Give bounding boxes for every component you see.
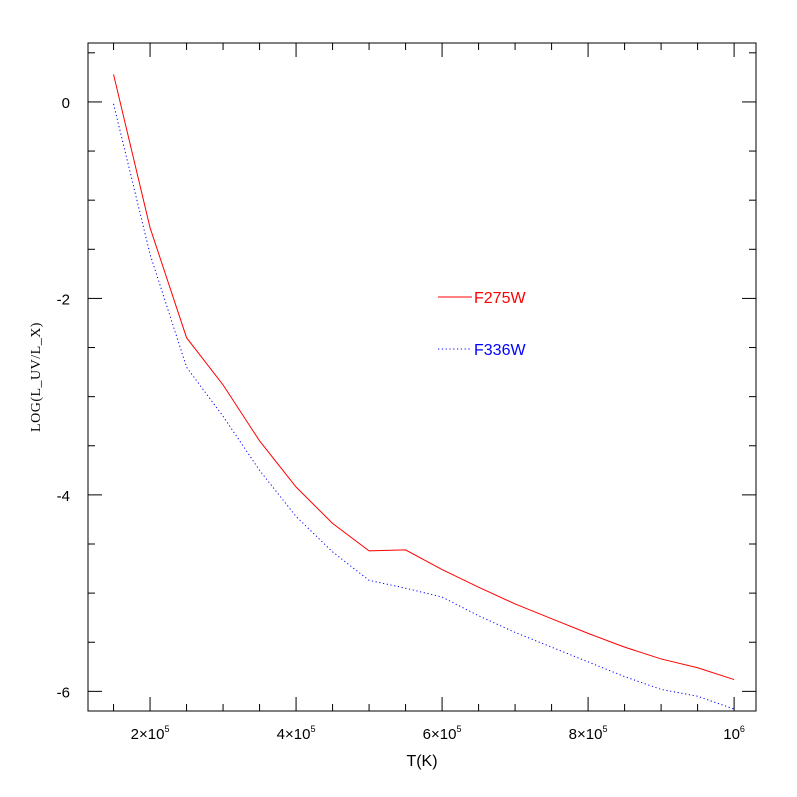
y-axis-title: LOG(L_UV/L_X)	[29, 322, 44, 432]
data-point-f275w	[295, 486, 296, 487]
data-point-f275w	[660, 658, 661, 659]
x-tick-mantissa: 2×10	[131, 726, 165, 743]
x-tick-exponent: 6	[740, 724, 745, 734]
data-point-f275w	[222, 384, 223, 385]
data-point-f275w	[368, 550, 369, 551]
data-point-f336w	[368, 580, 369, 581]
data-point-f275w	[697, 667, 698, 668]
data-point-f275w	[186, 337, 187, 338]
data-point-f275w	[113, 74, 114, 75]
series-line-f336w	[113, 103, 735, 710]
x-tick-label: 6×105	[423, 724, 462, 743]
data-point-f336w	[733, 708, 734, 709]
data-point-f336w	[149, 254, 150, 255]
x-tick-label: 106	[723, 724, 745, 743]
data-point-f336w	[551, 647, 552, 648]
data-point-f275w	[733, 679, 734, 680]
data-point-f275w	[259, 440, 260, 441]
data-point-f275w	[551, 618, 552, 619]
data-point-f336w	[186, 367, 187, 368]
data-point-f336w	[624, 676, 625, 677]
data-point-f336w	[222, 416, 223, 417]
data-point-f336w	[113, 103, 114, 104]
y-tick-label: -2	[57, 291, 70, 308]
x-tick-mantissa: 4×10	[277, 726, 311, 743]
data-point-f275w	[441, 569, 442, 570]
data-point-f275w	[624, 647, 625, 648]
data-point-f336w	[441, 596, 442, 597]
y-tick-label: 0	[62, 95, 70, 112]
x-tick-mantissa: 8×10	[569, 726, 603, 743]
data-point-f336w	[259, 470, 260, 471]
data-point-f336w	[587, 661, 588, 662]
x-tick-label: 8×105	[569, 724, 608, 743]
legend-label-f336w: F336W	[474, 342, 526, 359]
data-point-f336w	[660, 689, 661, 690]
x-tick-mantissa: 10	[723, 726, 740, 743]
data-point-f275w	[587, 633, 588, 634]
x-tick-exponent: 5	[602, 724, 607, 734]
y-tick-label: -4	[57, 488, 70, 505]
data-point-f336w	[405, 588, 406, 589]
y-tick-label: -6	[57, 684, 70, 701]
x-axis-title: T(K)	[406, 753, 437, 770]
data-point-f336w	[697, 696, 698, 697]
data-point-f336w	[478, 615, 479, 616]
data-point-f336w	[332, 551, 333, 552]
data-point-f275w	[514, 603, 515, 604]
plot-frame	[87, 42, 757, 712]
data-point-f336w	[295, 516, 296, 517]
x-tick-exponent: 5	[456, 724, 461, 734]
x-tick-label: 2×105	[131, 724, 170, 743]
data-point-f275w	[149, 227, 150, 228]
data-point-f275w	[332, 523, 333, 524]
x-tick-exponent: 5	[164, 724, 169, 734]
data-point-f336w	[514, 632, 515, 633]
series-line-f275w	[113, 74, 735, 681]
x-tick-exponent: 5	[310, 724, 315, 734]
data-point-f275w	[405, 549, 406, 550]
data-point-f275w	[478, 587, 479, 588]
x-tick-label: 4×105	[277, 724, 316, 743]
legend-label-f275w: F275W	[474, 290, 526, 307]
x-tick-mantissa: 6×10	[423, 726, 457, 743]
